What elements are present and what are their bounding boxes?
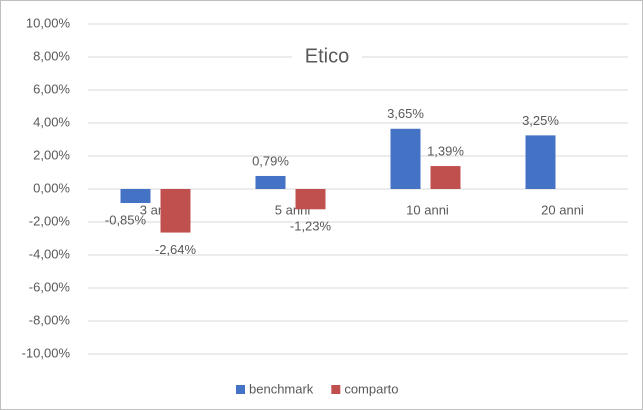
y-tick-label: 0,00% (33, 180, 70, 195)
legend-swatch (236, 385, 245, 394)
data-label: 3,25% (522, 113, 559, 128)
data-label: -0,85% (105, 212, 147, 227)
bar (120, 189, 151, 204)
bar (160, 189, 191, 233)
y-tick-label: -4,00% (29, 246, 71, 261)
y-tick-label: 8,00% (33, 48, 70, 63)
bar (255, 175, 286, 189)
data-label: -1,23% (290, 219, 332, 234)
y-tick-label: -2,00% (29, 213, 71, 228)
chart-title: Etico (305, 45, 349, 67)
title-background (292, 44, 362, 70)
bar (390, 128, 421, 189)
y-tick-label: -10,00% (22, 345, 71, 360)
y-tick-label: 10,00% (26, 15, 71, 30)
legend-label: comparto (344, 381, 398, 396)
bar (295, 189, 326, 210)
y-tick-label: 2,00% (33, 147, 70, 162)
data-label: 1,39% (427, 144, 464, 159)
data-label: 3,65% (387, 106, 424, 121)
data-label: -2,64% (155, 242, 197, 257)
y-tick-label: 4,00% (33, 114, 70, 129)
legend-swatch (331, 385, 341, 394)
x-tick-label: 20 anni (541, 202, 584, 217)
y-tick-label: -8,00% (29, 312, 71, 327)
x-tick-label: 10 anni (406, 202, 449, 217)
bar (430, 166, 461, 189)
data-label: 0,79% (252, 153, 289, 168)
y-tick-label: -6,00% (29, 279, 71, 294)
bar (525, 135, 556, 189)
legend-label: benchmark (249, 381, 314, 396)
y-tick-label: 6,00% (33, 81, 70, 96)
